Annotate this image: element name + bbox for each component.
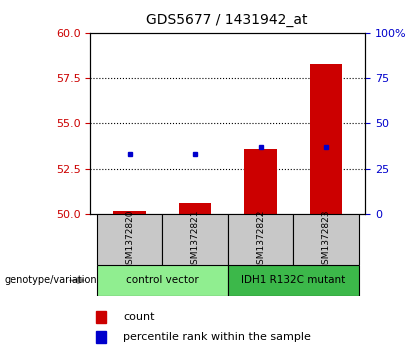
Bar [244,149,277,214]
Text: GSM1372820: GSM1372820 [125,209,134,270]
Text: genotype/variation: genotype/variation [4,276,97,285]
Bar [179,203,212,214]
Bar [97,265,228,296]
Bar [96,311,106,323]
Bar [228,265,359,296]
Bar [293,214,359,265]
Text: control vector: control vector [126,276,199,285]
Bar [228,214,293,265]
Bar [310,64,342,214]
Text: GDS5677 / 1431942_at: GDS5677 / 1431942_at [146,13,307,27]
Text: count: count [123,312,155,322]
Bar [96,331,106,343]
Bar [163,214,228,265]
Text: GSM1372822: GSM1372822 [256,209,265,270]
Bar [97,214,163,265]
Bar [113,211,146,214]
Text: percentile rank within the sample: percentile rank within the sample [123,332,311,342]
Text: GSM1372821: GSM1372821 [191,209,200,270]
Text: GSM1372823: GSM1372823 [322,209,331,270]
Text: IDH1 R132C mutant: IDH1 R132C mutant [241,276,346,285]
